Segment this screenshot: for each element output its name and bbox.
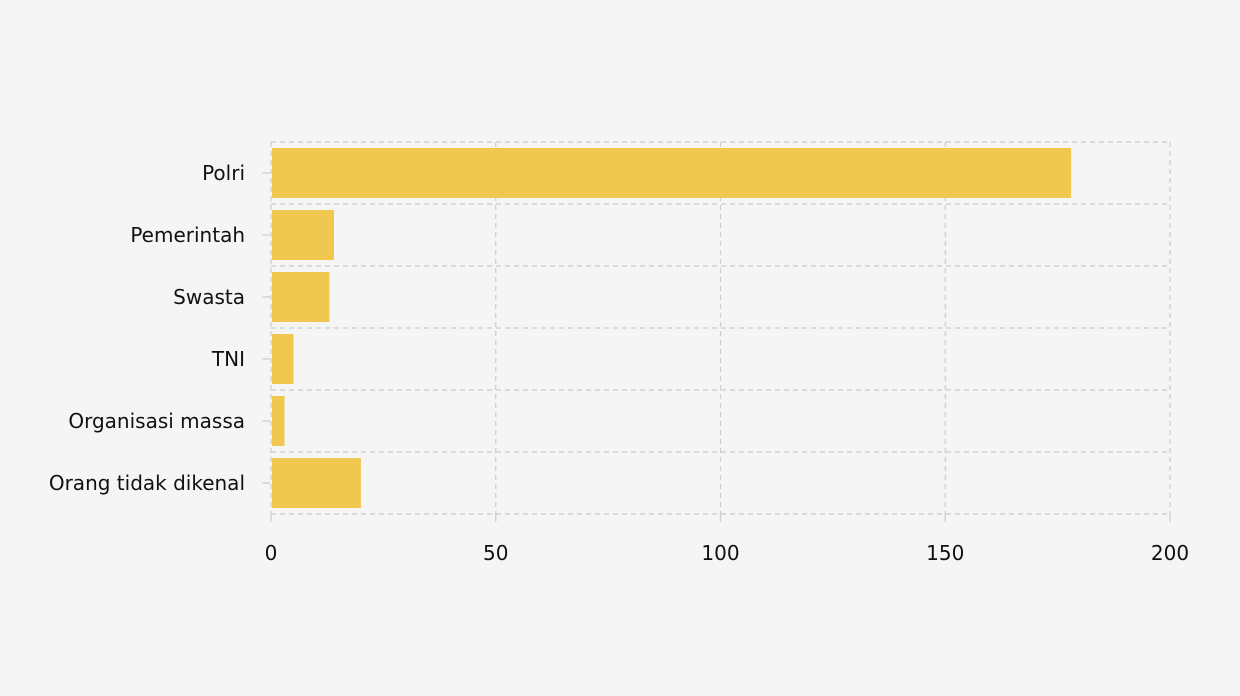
y-tick-label-tni: TNI bbox=[211, 347, 245, 371]
x-tick-label-150: 150 bbox=[926, 541, 964, 565]
x-tick-label-0: 0 bbox=[265, 541, 278, 565]
y-tick-label-organisasi-massa: Organisasi massa bbox=[68, 409, 245, 433]
y-tick-label-pemerintah: Pemerintah bbox=[130, 223, 245, 247]
x-tick-label-50: 50 bbox=[483, 541, 508, 565]
x-tick-label-200: 200 bbox=[1151, 541, 1189, 565]
axis-layer: Polri Pemerintah Swasta TNI Organisasi massa… bbox=[49, 161, 1189, 565]
bar-polri bbox=[272, 148, 1072, 198]
bar-layer bbox=[272, 148, 1072, 508]
bar-organisasi-massa bbox=[272, 396, 285, 446]
y-tick-label-orang-tidak-dikenal: Orang tidak dikenal bbox=[49, 471, 245, 495]
bar-pemerintah bbox=[272, 210, 334, 260]
grid-layer bbox=[270, 141, 1171, 515]
x-tick-label-100: 100 bbox=[701, 541, 739, 565]
bar-swasta bbox=[272, 272, 330, 322]
bar-orang-tidak-dikenal bbox=[272, 458, 361, 508]
bar-tni bbox=[272, 334, 294, 384]
y-tick-label-polri: Polri bbox=[202, 161, 245, 185]
y-tick-label-swasta: Swasta bbox=[173, 285, 245, 309]
